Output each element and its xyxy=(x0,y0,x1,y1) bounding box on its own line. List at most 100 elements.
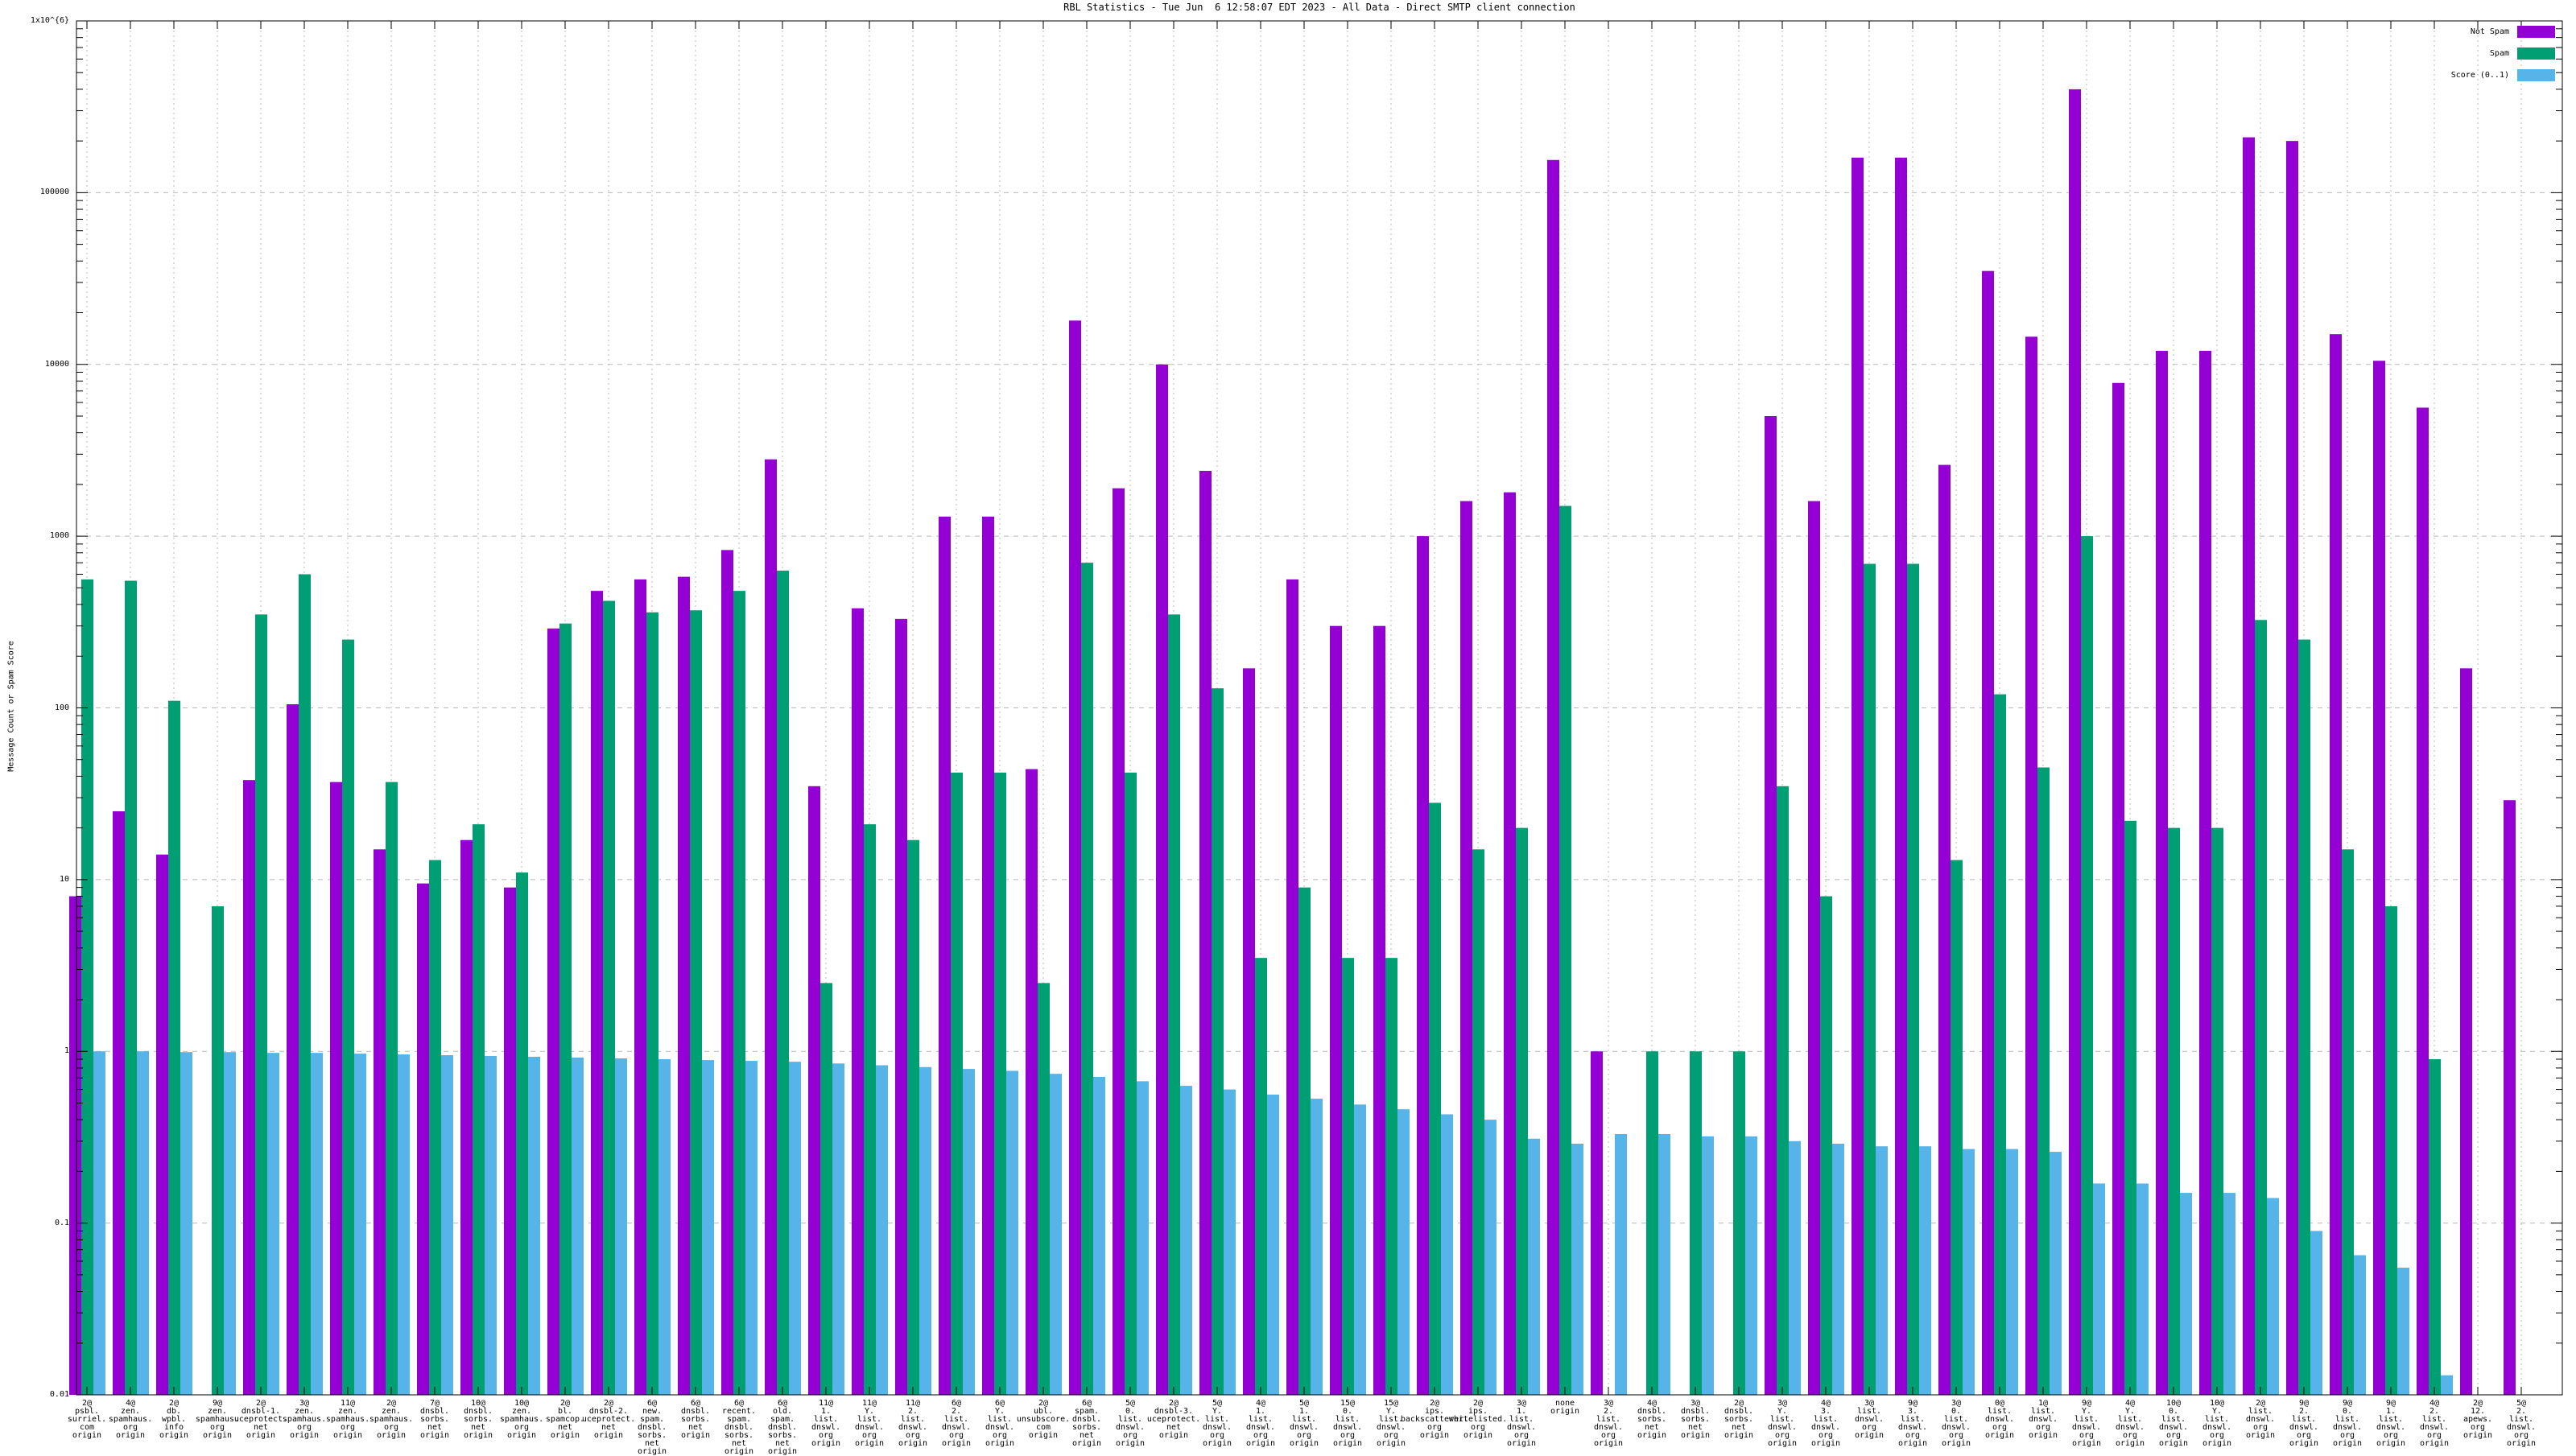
xtick-label-48: 4@ Y. list. dnswl. org origin xyxy=(2115,1399,2145,1448)
xtick-label-7: 11@ zen. spamhaus. org origin xyxy=(325,1399,370,1440)
xtick-label-54: 9@ 1. list. dnswl. org origin xyxy=(2376,1399,2406,1448)
legend-label-spam: Spam xyxy=(2489,49,2509,58)
bar-spam-8 xyxy=(386,782,398,1395)
bar-score-49 xyxy=(2180,1193,2192,1395)
bar-spam-53 xyxy=(2342,849,2354,1395)
xtick-label-47: 9@ Y. list. dnswl. org origin xyxy=(2071,1399,2102,1448)
bar-not-spam-22 xyxy=(982,516,994,1396)
bar-not-spam-49 xyxy=(2156,350,2168,1395)
xtick-label-39: 2@ dnsbl. sorbs. net origin xyxy=(1724,1399,1754,1440)
xtick-label-27: 5@ Y. list. dnswl. org origin xyxy=(1202,1399,1232,1448)
bar-score-38 xyxy=(1702,1136,1714,1395)
bar-not-spam-2 xyxy=(113,810,125,1395)
bar-score-55 xyxy=(2441,1375,2453,1395)
bar-score-4 xyxy=(224,1052,236,1395)
ytick-label-1000: 1000 xyxy=(49,531,69,541)
bar-not-spam-11 xyxy=(504,887,516,1395)
bar-not-spam-41 xyxy=(1808,501,1820,1395)
bar-score-42 xyxy=(1876,1146,1888,1395)
bar-spam-3 xyxy=(168,700,180,1395)
xtick-label-36: 3@ 2. list. dnswl. org origin xyxy=(1593,1399,1624,1448)
bar-spam-20 xyxy=(907,839,919,1395)
bar-score-54 xyxy=(2397,1268,2409,1395)
bar-score-16 xyxy=(745,1061,758,1395)
legend-row-score: Score (0..1) xyxy=(2451,64,2555,86)
bar-not-spam-54 xyxy=(2373,361,2385,1395)
bar-score-7 xyxy=(354,1054,366,1395)
bar-spam-16 xyxy=(733,591,745,1395)
xtick-label-49: 10@ 0. list. dnswl. org origin xyxy=(2158,1399,2189,1448)
bar-spam-33 xyxy=(1472,849,1484,1395)
bar-score-44 xyxy=(1963,1149,1975,1395)
legend-swatch-score xyxy=(2517,69,2555,81)
bar-score-30 xyxy=(1354,1104,1366,1395)
bar-score-25 xyxy=(1137,1081,1149,1395)
legend-row-spam: Spam xyxy=(2451,43,2555,64)
bar-not-spam-53 xyxy=(2330,334,2342,1395)
bar-spam-4 xyxy=(212,905,224,1395)
bar-spam-13 xyxy=(603,600,615,1395)
bar-spam-28 xyxy=(1255,958,1267,1395)
bar-score-36 xyxy=(1615,1133,1627,1395)
bar-score-32 xyxy=(1441,1114,1453,1395)
bar-score-1 xyxy=(93,1051,105,1395)
bar-spam-30 xyxy=(1342,958,1354,1395)
bar-score-29 xyxy=(1311,1099,1323,1395)
ytick-label-1: 1 xyxy=(64,1046,69,1056)
xtick-label-46: 1@ list. dnswl. org origin xyxy=(2028,1399,2058,1440)
bar-spam-17 xyxy=(777,570,789,1396)
bar-score-53 xyxy=(2354,1255,2366,1395)
xtick-label-30: 15@ 0. list. dnswl. org origin xyxy=(1332,1399,1363,1448)
bar-spam-31 xyxy=(1385,958,1397,1395)
ytick-label-1x10^{6}: 1x10^{6} xyxy=(30,16,69,25)
bar-score-27 xyxy=(1224,1089,1236,1395)
bar-spam-34 xyxy=(1516,827,1528,1395)
bar-score-51 xyxy=(2267,1198,2279,1395)
ytick-label-10: 10 xyxy=(59,874,69,884)
xtick-label-12: 2@ bl. spamcop. net origin xyxy=(545,1399,585,1440)
bar-spam-37 xyxy=(1646,1051,1658,1395)
bar-not-spam-19 xyxy=(852,608,864,1395)
series-not-spam xyxy=(69,89,2516,1396)
bar-not-spam-34 xyxy=(1504,492,1516,1395)
bar-score-34 xyxy=(1528,1138,1540,1395)
bar-score-6 xyxy=(311,1053,323,1395)
bar-not-spam-12 xyxy=(547,628,559,1395)
bar-score-12 xyxy=(572,1057,584,1395)
bar-score-45 xyxy=(2006,1149,2018,1395)
bar-spam-51 xyxy=(2255,620,2267,1395)
bar-spam-9 xyxy=(429,860,441,1395)
bar-score-5 xyxy=(267,1053,279,1395)
xtick-label-10: 10@ dnsbl. sorbs. net origin xyxy=(463,1399,493,1440)
xtick-label-55: 4@ 2. list. dnswl. org origin xyxy=(2419,1399,2450,1448)
bar-spam-49 xyxy=(2168,827,2180,1395)
bar-score-52 xyxy=(2310,1231,2322,1395)
bar-spam-12 xyxy=(559,623,572,1395)
xtick-label-51: 2@ list. dnswl. org origin xyxy=(2245,1399,2276,1440)
xtick-label-4: 9@ zen. spamhaus. org origin xyxy=(195,1399,240,1440)
bar-spam-2 xyxy=(125,580,137,1395)
bar-not-spam-56 xyxy=(2460,668,2472,1395)
bar-spam-29 xyxy=(1298,887,1311,1395)
xtick-label-52: 9@ 2. list. dnswl. org origin xyxy=(2289,1399,2319,1448)
xtick-label-50: 10@ Y. list. dnswl. org origin xyxy=(2202,1399,2232,1448)
bar-spam-42 xyxy=(1864,563,1876,1396)
bar-spam-14 xyxy=(646,612,658,1395)
bar-not-spam-26 xyxy=(1156,364,1168,1395)
bar-score-15 xyxy=(702,1060,714,1395)
xtick-label-32: 2@ ips. backscatterer. org origin xyxy=(1400,1399,1469,1440)
xtick-label-42: 3@ list. dnswl. org origin xyxy=(1854,1399,1885,1440)
legend-row-not-spam: Not Spam xyxy=(2451,21,2555,43)
bar-not-spam-40 xyxy=(1765,415,1777,1395)
bar-score-35 xyxy=(1571,1143,1583,1395)
bar-score-41 xyxy=(1832,1143,1844,1395)
bar-score-19 xyxy=(876,1065,888,1395)
bar-score-18 xyxy=(832,1063,844,1395)
bar-spam-5 xyxy=(255,614,267,1395)
bar-not-spam-16 xyxy=(721,550,733,1395)
xtick-label-40: 3@ Y. list. dnswl. org origin xyxy=(1767,1399,1798,1448)
bar-not-spam-28 xyxy=(1243,668,1255,1395)
bar-spam-41 xyxy=(1820,896,1832,1395)
xtick-label-23: 2@ ubl. unsubscore. com origin xyxy=(1016,1399,1071,1440)
